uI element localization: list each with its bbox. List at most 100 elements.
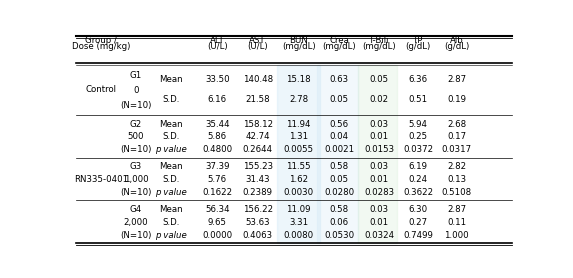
- Text: 6.19: 6.19: [409, 162, 427, 172]
- Text: 0.0317: 0.0317: [442, 145, 472, 154]
- Text: 0.0530: 0.0530: [324, 231, 354, 240]
- Text: (mg/dL): (mg/dL): [363, 42, 396, 51]
- Text: 42.74: 42.74: [245, 132, 270, 142]
- Text: 6.16: 6.16: [208, 95, 227, 104]
- Text: Dose (mg/kg): Dose (mg/kg): [72, 42, 130, 51]
- Text: 33.50: 33.50: [205, 75, 230, 84]
- Text: 0.17: 0.17: [448, 132, 466, 142]
- Text: 0.0324: 0.0324: [364, 231, 394, 240]
- Text: 0.01: 0.01: [370, 132, 389, 142]
- Text: 0.7499: 0.7499: [403, 231, 433, 240]
- Text: 1.000: 1.000: [445, 231, 469, 240]
- Text: 0.4063: 0.4063: [242, 231, 273, 240]
- Text: 158.12: 158.12: [242, 120, 273, 129]
- Text: (g/dL): (g/dL): [406, 42, 431, 51]
- Text: 0.11: 0.11: [448, 218, 466, 227]
- Text: 21.58: 21.58: [245, 95, 270, 104]
- Text: TP: TP: [413, 36, 423, 45]
- Text: 500: 500: [128, 132, 144, 142]
- Text: 0.2644: 0.2644: [242, 145, 273, 154]
- Text: 0.5108: 0.5108: [442, 188, 472, 197]
- Text: (mg/dL): (mg/dL): [322, 42, 356, 51]
- Text: 0.4800: 0.4800: [202, 145, 233, 154]
- Bar: [358, 65, 397, 243]
- Text: p value: p value: [155, 188, 187, 197]
- Text: 0.3622: 0.3622: [403, 188, 433, 197]
- Text: 1.31: 1.31: [289, 132, 308, 142]
- Text: 56.34: 56.34: [205, 205, 230, 214]
- Text: 140.48: 140.48: [242, 75, 273, 84]
- Text: (N=10): (N=10): [120, 231, 152, 240]
- Text: 0.0080: 0.0080: [284, 231, 314, 240]
- Text: 0.01: 0.01: [370, 175, 389, 184]
- Text: 0.0055: 0.0055: [284, 145, 314, 154]
- Text: 37.39: 37.39: [205, 162, 230, 172]
- Text: (U/L): (U/L): [248, 42, 268, 51]
- Text: 0.0030: 0.0030: [284, 188, 314, 197]
- Text: 2.87: 2.87: [448, 205, 466, 214]
- Text: 155.23: 155.23: [242, 162, 273, 172]
- Text: 0.25: 0.25: [409, 132, 427, 142]
- Text: S.D.: S.D.: [162, 95, 179, 104]
- Text: 0.0153: 0.0153: [364, 145, 394, 154]
- Text: 11.94: 11.94: [286, 120, 311, 129]
- Text: Mean: Mean: [159, 162, 183, 172]
- Text: 5.76: 5.76: [208, 175, 227, 184]
- Text: G4: G4: [130, 205, 142, 214]
- Text: S.D.: S.D.: [162, 175, 179, 184]
- Text: 0.2389: 0.2389: [242, 188, 273, 197]
- Text: 156.22: 156.22: [242, 205, 273, 214]
- Text: (N=10): (N=10): [120, 101, 152, 110]
- Text: 0.04: 0.04: [329, 132, 348, 142]
- Text: (U/L): (U/L): [207, 42, 227, 51]
- Text: 2.78: 2.78: [289, 95, 308, 104]
- Text: 5.94: 5.94: [409, 120, 427, 129]
- Text: 0.06: 0.06: [329, 218, 348, 227]
- Text: 0.02: 0.02: [370, 95, 389, 104]
- Text: Control: Control: [85, 85, 116, 94]
- Text: 2,000: 2,000: [124, 218, 148, 227]
- Text: AST: AST: [249, 36, 266, 45]
- Text: 0.58: 0.58: [329, 205, 348, 214]
- Text: G3: G3: [130, 162, 142, 172]
- Text: 0.0021: 0.0021: [324, 145, 354, 154]
- Text: 0.03: 0.03: [370, 205, 389, 214]
- Text: 0.56: 0.56: [329, 120, 348, 129]
- Text: S.D.: S.D.: [162, 218, 179, 227]
- Text: p value: p value: [155, 145, 187, 154]
- Text: 0.0000: 0.0000: [202, 231, 233, 240]
- Text: 0.0280: 0.0280: [324, 188, 354, 197]
- Text: Crea: Crea: [329, 36, 349, 45]
- Text: Mean: Mean: [159, 205, 183, 214]
- Text: 15.18: 15.18: [286, 75, 311, 84]
- Text: 0.03: 0.03: [370, 120, 389, 129]
- Text: ALT: ALT: [210, 36, 225, 45]
- Text: 9.65: 9.65: [208, 218, 227, 227]
- Text: 0.19: 0.19: [448, 95, 466, 104]
- Text: T-Bili: T-Bili: [369, 36, 390, 45]
- Text: 0.0283: 0.0283: [364, 188, 394, 197]
- Text: 6.30: 6.30: [409, 205, 427, 214]
- Text: 0.01: 0.01: [370, 218, 389, 227]
- Text: 0.24: 0.24: [409, 175, 427, 184]
- Text: S.D.: S.D.: [162, 132, 179, 142]
- Text: 0.05: 0.05: [329, 175, 348, 184]
- Text: RN335-0401: RN335-0401: [74, 175, 128, 184]
- Text: 0: 0: [133, 86, 139, 95]
- Text: 0.1622: 0.1622: [202, 188, 233, 197]
- Text: 11.55: 11.55: [286, 162, 311, 172]
- Text: 35.44: 35.44: [205, 120, 230, 129]
- Text: BUN: BUN: [289, 36, 308, 45]
- Text: 0.03: 0.03: [370, 162, 389, 172]
- Text: G1: G1: [130, 71, 142, 80]
- Text: 3.31: 3.31: [289, 218, 308, 227]
- Text: 2.87: 2.87: [448, 75, 466, 84]
- Text: 0.51: 0.51: [409, 95, 427, 104]
- Text: 0.0372: 0.0372: [403, 145, 433, 154]
- Text: 2.82: 2.82: [448, 162, 466, 172]
- Text: 1,000: 1,000: [124, 175, 148, 184]
- Text: 53.63: 53.63: [245, 218, 270, 227]
- Text: 6.36: 6.36: [409, 75, 427, 84]
- Text: 0.63: 0.63: [329, 75, 348, 84]
- Text: (N=10): (N=10): [120, 145, 152, 154]
